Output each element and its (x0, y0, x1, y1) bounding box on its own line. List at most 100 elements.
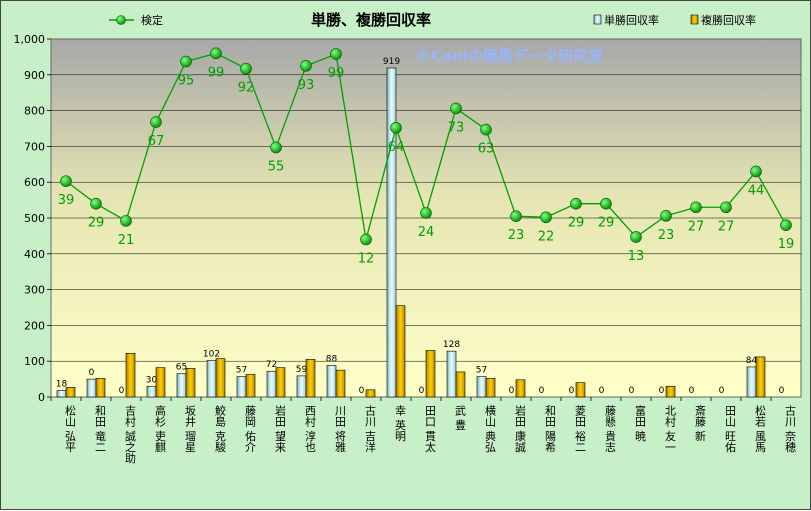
line-point (690, 201, 702, 214)
bar-win (266, 370, 277, 398)
x-category-label: 藤岡 佑介 (244, 405, 257, 453)
x-category-label: 菱田 裕二 (574, 405, 587, 453)
line-point-label: 27 (718, 219, 735, 234)
bar-win-value-label: 102 (203, 349, 220, 359)
bar-win (236, 376, 247, 398)
bar-place (665, 385, 676, 398)
line-point (60, 175, 72, 187)
chart-title: 単勝、複勝回収率 (311, 11, 431, 29)
bar-win-value-label: 919 (383, 57, 400, 67)
bar-win (446, 350, 457, 398)
bar-place (125, 353, 136, 398)
line-point (780, 219, 792, 231)
x-axis-categories: 松山 弘平 和田 竜二 吉村 誠之助 高杉 吏麒 坂井 瑠星 鮫島 克駿 藤岡 佑介 岩田 望… (64, 404, 797, 464)
data-labels: 18 0 0 30 65 102 57 72 59 88 0 919 0 128 57 0 0 0 0 0 0 0 0 84 0… (56, 57, 795, 396)
bar-win (146, 385, 157, 398)
bar-place (335, 369, 346, 398)
line-point (480, 123, 492, 136)
line-point (300, 60, 312, 72)
line-point-label: 27 (688, 219, 705, 234)
x-category-label: 富田 暁 (634, 404, 647, 442)
bar-place (275, 367, 286, 398)
line-point (210, 47, 222, 60)
line-point-label: 63 (478, 142, 495, 157)
x-category-label: 斎藤 新 (694, 404, 707, 442)
line-point-label: 23 (658, 228, 675, 243)
bar-place (485, 378, 496, 398)
bar-win-value-label: 57 (236, 366, 247, 376)
line-point-label: 13 (628, 249, 645, 264)
bar-place (215, 358, 226, 398)
x-category-label: 和田 陽希 (544, 405, 557, 453)
line-point (360, 233, 372, 246)
line-point (240, 62, 252, 75)
bar-win (206, 360, 217, 398)
bar-win-value-label: 0 (659, 386, 665, 396)
legend-marker-line (116, 15, 126, 25)
line-point-label: 22 (538, 229, 555, 244)
line-point (600, 197, 612, 210)
line-point-label: 19 (778, 237, 795, 252)
bar-win-value-label: 30 (146, 375, 158, 385)
line-point-label: 29 (598, 216, 615, 231)
x-category-label: 幸 英明 (394, 405, 407, 442)
bar-win-value-label: 65 (176, 363, 187, 373)
line-point-label: 73 (448, 120, 465, 135)
x-category-label: 田口 貫太 (424, 405, 437, 453)
y-tick-label: 500 (24, 212, 45, 225)
bar-win-value-label: 0 (119, 386, 125, 396)
bar-win-value-label: 0 (629, 386, 635, 396)
line-point (570, 197, 582, 210)
bar-win-value-label: 0 (599, 386, 605, 396)
x-category-label: 古川 吉洋 (364, 405, 377, 453)
y-tick-label: 200 (24, 319, 45, 332)
bar-place (515, 379, 526, 398)
x-category-label: 和田 竜二 (94, 405, 107, 453)
line-point (390, 121, 402, 134)
bar-win (386, 67, 397, 398)
line-point-label: 44 (748, 183, 765, 198)
bar-place (65, 387, 76, 398)
line-point-label: 92 (238, 81, 255, 96)
bar-win-value-label: 18 (56, 380, 68, 390)
x-category-label: 横山 典弘 (484, 404, 497, 453)
line-point-label: 93 (298, 78, 315, 93)
bar-win-value-label: 0 (509, 386, 515, 396)
line-point-label: 12 (358, 251, 375, 266)
bar-win (746, 366, 757, 398)
line-point-label: 99 (208, 65, 225, 80)
bar-win-value-label: 128 (443, 340, 460, 350)
y-tick-label: 700 (24, 140, 45, 153)
legend-swatch-win (593, 14, 602, 25)
x-category-label: 坂井 瑠星 (184, 405, 197, 453)
line-point (630, 231, 642, 243)
bar-place (305, 359, 316, 398)
x-category-label: 西村 淳也 (304, 405, 317, 453)
line-point-label: 29 (568, 216, 585, 231)
x-category-label: 岩田 望来 (274, 404, 287, 453)
x-category-label: 高杉 吏麒 (154, 404, 167, 453)
y-tick-label: 900 (24, 69, 45, 82)
line-point (330, 48, 342, 60)
x-category-label: 藤懸 貴志 (604, 405, 617, 453)
x-category-label: 田山 旺佑 (724, 405, 737, 453)
bar-place (425, 350, 436, 398)
legend: 検定 単勝回収率 複勝回収率 (109, 13, 756, 27)
legend-label-kentei: 検定 (141, 13, 163, 27)
line-point (90, 197, 102, 210)
y-tick-label: 1,000 (14, 33, 46, 46)
y-axis-ticks: 0 100 200 300 400 500 600 700 800 900 1,000 (14, 33, 46, 404)
legend-label-place: 複勝回収率 (701, 13, 756, 27)
bar-win-value-label: 72 (266, 360, 277, 370)
bar-win-value-label: 0 (719, 386, 725, 396)
y-tick-label: 600 (24, 176, 45, 189)
bar-place (455, 371, 466, 398)
line-point (270, 141, 282, 154)
line-point (750, 165, 762, 178)
x-category-label: 吉村 誠之助 (124, 405, 137, 464)
line-point-label: 95 (178, 74, 195, 89)
bar-win (176, 373, 187, 398)
x-category-label: 岩田 康誠 (514, 404, 527, 453)
